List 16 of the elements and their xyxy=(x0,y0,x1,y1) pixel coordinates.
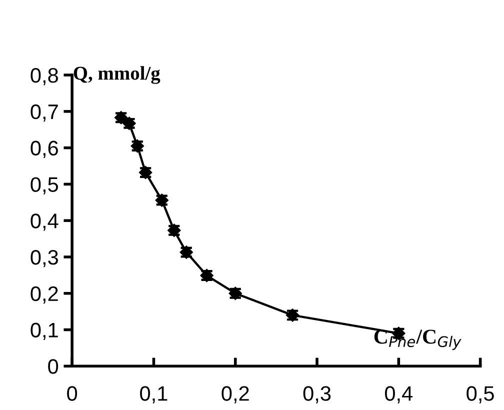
y-tick-label: 0,6 xyxy=(30,140,58,158)
x-tick-label: 0,1 xyxy=(140,386,168,404)
x-tick-label: 0,5 xyxy=(466,386,494,404)
y-tick-label: 0,7 xyxy=(30,104,58,122)
y-tick-label: 0,5 xyxy=(30,177,58,194)
y-tick-label: 0,3 xyxy=(30,250,58,268)
y-tick-label: 0,1 xyxy=(30,322,58,340)
x-tick-label: 0,4 xyxy=(385,386,413,404)
y-tick-label: 0,8 xyxy=(30,68,58,86)
y-tick-label: 0 xyxy=(48,359,58,374)
x-tick-label: 0,2 xyxy=(222,386,249,404)
y-axis-title: Q, mmol/g xyxy=(74,66,160,84)
x-tick-label: 0,3 xyxy=(303,386,331,404)
y-tick-label: 0,4 xyxy=(30,214,58,231)
x-tick-label: 0 xyxy=(67,386,78,401)
y-tick-label: 0,2 xyxy=(30,286,58,304)
